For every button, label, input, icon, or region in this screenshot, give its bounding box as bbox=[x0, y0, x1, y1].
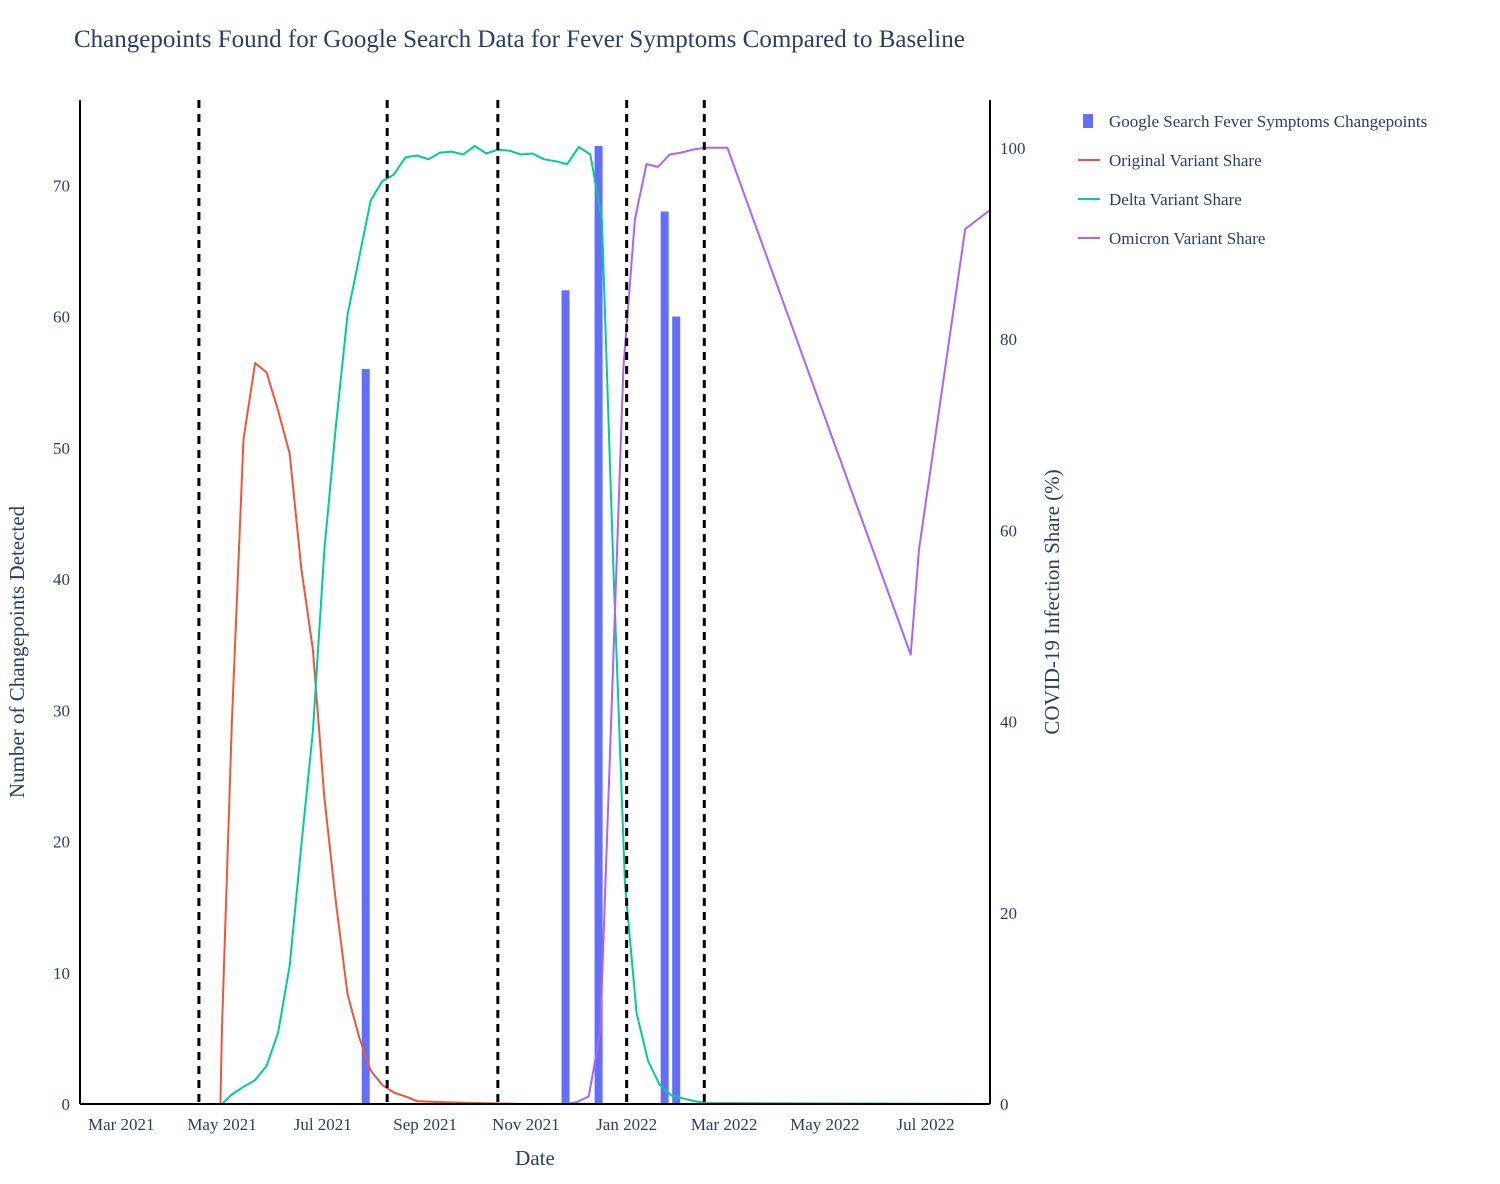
x-tick-label: Sep 2021 bbox=[393, 1115, 457, 1134]
x-tick-label: Mar 2022 bbox=[691, 1115, 758, 1134]
changepoint-bar-1 bbox=[561, 290, 570, 1104]
x-tick-label: Mar 2021 bbox=[88, 1115, 155, 1134]
x-tick-label: May 2021 bbox=[187, 1115, 256, 1134]
y2-axis-title: COVID-19 Infection Share (%) bbox=[1040, 469, 1064, 734]
legend-label-series: Original Variant Share bbox=[1109, 151, 1262, 170]
omicron-variant-share-line bbox=[80, 146, 991, 1105]
y-axis-title: Number of Changepoints Detected bbox=[5, 505, 29, 798]
y-tick-label: 0 bbox=[62, 1095, 71, 1114]
chart-title: Changepoints Found for Google Search Dat… bbox=[74, 26, 965, 53]
y-tick-label: 30 bbox=[53, 701, 70, 720]
x-tick-label: Nov 2021 bbox=[492, 1115, 560, 1134]
legend-label-bar: Google Search Fever Symptoms Changepoint… bbox=[1109, 112, 1427, 131]
y-tick-label: 50 bbox=[53, 439, 70, 458]
x-tick-label: Jul 2021 bbox=[294, 1115, 352, 1134]
changepoint-bar-2 bbox=[594, 145, 603, 1105]
y-tick-label: 40 bbox=[53, 570, 70, 589]
changepoint-bar-4 bbox=[672, 316, 681, 1104]
y2-tick-label: 80 bbox=[1000, 330, 1017, 349]
changepoint-bar-3 bbox=[660, 211, 669, 1105]
x-tick-label: May 2022 bbox=[790, 1115, 859, 1134]
delta-variant-share-line bbox=[80, 144, 991, 1105]
y-tick-label: 20 bbox=[53, 833, 70, 852]
line-layer bbox=[80, 144, 991, 1105]
y2-tick-label: 20 bbox=[1000, 904, 1017, 923]
legend[interactable]: Google Search Fever Symptoms Changepoint… bbox=[1078, 112, 1427, 248]
changepoint-marker-layer bbox=[197, 100, 706, 1104]
legend-label-series: Omicron Variant Share bbox=[1109, 229, 1265, 248]
bar-layer bbox=[361, 145, 681, 1105]
x-axis-title: Date bbox=[515, 1146, 555, 1170]
legend-swatch-bar bbox=[1083, 114, 1093, 128]
changepoint-bar-0 bbox=[361, 369, 370, 1104]
y-tick-label: 10 bbox=[53, 964, 70, 983]
y2-tick-label: 40 bbox=[1000, 713, 1017, 732]
y2-tick-label: 0 bbox=[1000, 1095, 1009, 1114]
y-tick-label: 70 bbox=[53, 176, 70, 195]
legend-label-series: Delta Variant Share bbox=[1109, 190, 1242, 209]
axes-layer: Mar 2021 May 2021 Jul 2021 Sep 2021 Nov 2021… bbox=[5, 100, 1064, 1170]
y-tick-label: 60 bbox=[53, 308, 70, 327]
original-variant-share-line bbox=[80, 362, 990, 1105]
x-tick-label: Jan 2022 bbox=[596, 1115, 657, 1134]
y2-tick-label: 100 bbox=[1000, 139, 1026, 158]
y2-tick-label: 60 bbox=[1000, 521, 1017, 540]
x-tick-label: Jul 2022 bbox=[897, 1115, 955, 1134]
